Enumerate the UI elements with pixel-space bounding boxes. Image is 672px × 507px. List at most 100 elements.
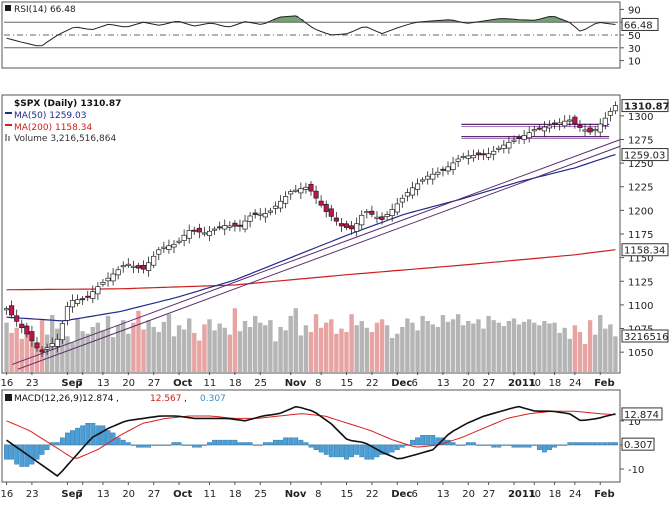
macd-line — [6, 405, 616, 477]
rsi-overbought-fill — [551, 16, 558, 23]
candle-body — [278, 200, 284, 209]
macd-histogram-bar — [379, 444, 385, 455]
volume-bar — [146, 320, 151, 372]
ma50-line — [6, 154, 616, 322]
candle-body — [130, 265, 136, 268]
candle-body — [587, 127, 593, 133]
candle-body — [369, 210, 375, 215]
candle-body — [607, 111, 613, 116]
candle-body — [394, 203, 400, 213]
x-label-bottom: 16 — [1, 489, 14, 500]
rsi-overbought-fill — [541, 17, 548, 23]
macd-histogram-bar — [166, 444, 172, 446]
volume-bar — [354, 325, 359, 372]
candle-body — [516, 137, 522, 139]
x-label-bottom: 22 — [366, 489, 379, 500]
candle-body — [318, 200, 324, 206]
macd-histogram-bar — [470, 442, 476, 446]
macd-histogram-bar — [65, 432, 70, 446]
rsi-overbought-fill — [531, 20, 537, 23]
volume-bar — [105, 315, 111, 372]
candle-body — [501, 144, 507, 149]
x-label-bottom: Nov — [285, 489, 307, 500]
x-label-bottom: Feb — [594, 489, 614, 500]
volume-bar — [461, 325, 466, 372]
macd-signal-label: 12.567 — [150, 394, 182, 404]
macd-histogram-bar — [171, 442, 177, 446]
candle-body — [546, 125, 553, 129]
x-label-bottom: 13 — [97, 489, 110, 500]
candle-body — [247, 215, 253, 222]
volume-bar — [237, 331, 243, 372]
volume-bar — [587, 320, 593, 372]
candle-body — [54, 338, 60, 347]
price-tick-label: 1050 — [628, 348, 653, 359]
volume-bar — [603, 328, 608, 372]
candle-body — [496, 147, 502, 150]
macd-histogram-bar — [344, 444, 349, 460]
candle-body — [232, 222, 238, 227]
macd-histogram-bar — [389, 444, 395, 453]
volume-bar — [445, 321, 451, 372]
volume-bar — [273, 341, 278, 372]
volume-value-tag-box — [621, 329, 669, 343]
rsi-overbought-fill — [496, 18, 502, 23]
macd-histogram-bar — [207, 442, 212, 446]
macd-histogram-bar — [511, 444, 517, 448]
volume-bar — [410, 322, 415, 372]
rsi-overbought-fill — [516, 19, 522, 23]
candle-body — [308, 183, 314, 192]
volume-bar — [537, 325, 542, 372]
macd-histogram-bar — [521, 444, 527, 448]
x-label-middle: 8 — [315, 378, 321, 389]
candle-body — [14, 315, 20, 322]
macd-histogram-bar — [75, 427, 80, 446]
rsi-overbought-fill — [430, 20, 436, 23]
volume-bar — [75, 319, 80, 372]
rsi-overbought-fill — [480, 21, 487, 23]
candle-body — [506, 141, 512, 149]
candle-body — [577, 124, 583, 128]
candle-body — [64, 306, 70, 321]
volume-bar — [187, 318, 192, 372]
ma50-swatch — [5, 112, 12, 114]
candle-body — [480, 153, 487, 156]
x-label-middle: 27 — [148, 378, 161, 389]
macd-histogram-bar — [349, 444, 354, 458]
macd-histogram-bar — [136, 444, 141, 448]
macd-hist-value-tag: 0.307 — [624, 440, 653, 451]
candle-body — [536, 127, 542, 130]
candle-body — [105, 277, 111, 282]
macd-hist-label: 0.307 — [200, 394, 226, 404]
candle-body — [328, 208, 334, 217]
macd-histogram-bar — [333, 444, 339, 458]
macd-histogram-bar — [146, 444, 152, 448]
candle-body — [146, 262, 152, 271]
candle-body — [602, 117, 608, 126]
macd-histogram-bar — [156, 444, 162, 446]
candle-body — [140, 264, 147, 270]
rsi-legend-swatch — [5, 5, 11, 11]
macd-histogram-bar — [323, 444, 329, 455]
price-tick-label: 1200 — [628, 206, 653, 217]
candle-body — [303, 186, 309, 190]
volume-bar — [552, 322, 557, 372]
macd-histogram-bar — [430, 435, 436, 446]
x-label-middle: 20 — [462, 378, 475, 389]
macd-histogram-bar — [161, 444, 167, 446]
volume-bar — [577, 332, 583, 372]
volume-bar — [506, 321, 512, 372]
volume-bar — [324, 322, 329, 372]
volume-bar — [313, 314, 319, 372]
volume-bar — [496, 322, 501, 372]
volume-bar — [557, 332, 562, 372]
candle-body — [288, 191, 294, 195]
macd-histogram-bar — [501, 444, 507, 446]
ma50-value-tag: 1259.03 — [624, 151, 665, 162]
macd-histogram-bar — [547, 444, 552, 450]
rsi-line — [6, 15, 616, 47]
rsi-tick-label: 50 — [628, 31, 641, 42]
volume-bar — [288, 315, 293, 372]
rsi-value-tag: 66.48 — [624, 20, 653, 31]
